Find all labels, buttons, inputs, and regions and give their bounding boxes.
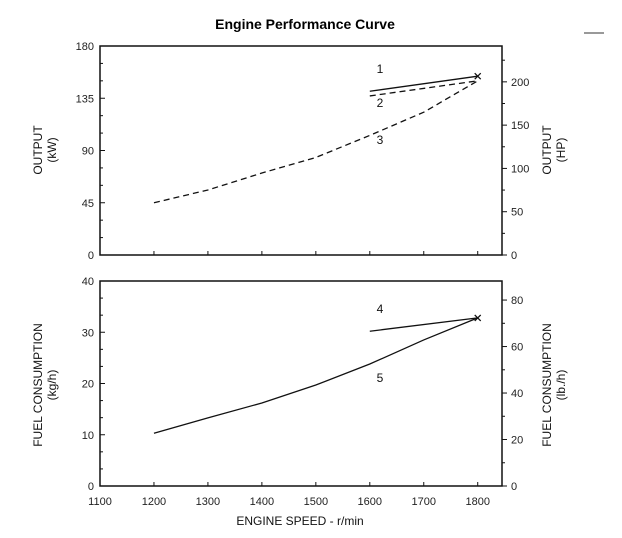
right-tick-label: 0	[511, 481, 517, 493]
left-tick-label: 180	[76, 41, 94, 53]
left-axis-label: (kg/h)	[45, 370, 59, 401]
left-tick-label: 40	[82, 276, 94, 288]
right-tick-label: 200	[511, 77, 529, 89]
series-line-1	[369, 75, 478, 92]
right-axis-label: (HP)	[554, 138, 568, 163]
right-tick-label: 60	[511, 342, 523, 354]
plot-frame-1	[99, 45, 503, 256]
rated-point-marker	[474, 72, 482, 80]
right-tick-label: 150	[511, 120, 529, 132]
x-axis-label: ENGINE SPEED - r/min	[236, 514, 363, 528]
x-tick-label: 1700	[412, 496, 436, 508]
x-tick-label: 1200	[142, 496, 166, 508]
left-axis-label: (kW)	[45, 137, 59, 162]
series-line-2	[369, 80, 478, 97]
left-tick-label: 10	[82, 430, 94, 442]
series-label-2: 2	[377, 96, 384, 110]
plot-frame-2	[99, 280, 503, 487]
x-tick-label: 1800	[465, 496, 489, 508]
x-tick-label: 1100	[88, 496, 112, 508]
x-tick-label: 1500	[304, 496, 328, 508]
left-tick-label: 45	[82, 198, 94, 210]
left-axis-label: FUEL CONSUMPTION	[31, 323, 45, 447]
right-tick-label: 50	[511, 207, 523, 219]
series-label-5: 5	[377, 371, 384, 385]
series-label-1: 1	[377, 62, 384, 76]
right-tick-label: 40	[511, 388, 523, 400]
x-tick-label: 1300	[196, 496, 220, 508]
series-line-3	[153, 80, 479, 204]
left-tick-label: 0	[88, 250, 94, 262]
x-tick-label: 1600	[358, 496, 382, 508]
right-tick-label: 0	[511, 250, 517, 262]
series-line-5	[153, 317, 478, 434]
left-tick-label: 30	[82, 327, 94, 339]
x-tick-label: 1400	[250, 496, 274, 508]
chart-title: Engine Performance Curve	[215, 16, 395, 32]
series-label-4: 4	[377, 302, 384, 316]
left-axis-label: OUTPUT	[31, 125, 45, 175]
series-label-3: 3	[377, 133, 384, 147]
left-tick-label: 90	[82, 146, 94, 158]
right-axis-label: OUTPUT	[540, 125, 554, 175]
right-axis-label: FUEL CONSUMPTION	[540, 323, 554, 447]
series-line-4	[369, 317, 478, 332]
right-tick-label: 80	[511, 295, 523, 307]
left-tick-label: 135	[76, 93, 94, 105]
right-tick-label: 20	[511, 435, 523, 447]
right-axis-label: (lb./h)	[554, 370, 568, 401]
right-tick-label: 100	[511, 163, 529, 175]
left-tick-label: 0	[88, 481, 94, 493]
rated-point-marker	[474, 314, 482, 322]
left-tick-label: 20	[82, 379, 94, 391]
